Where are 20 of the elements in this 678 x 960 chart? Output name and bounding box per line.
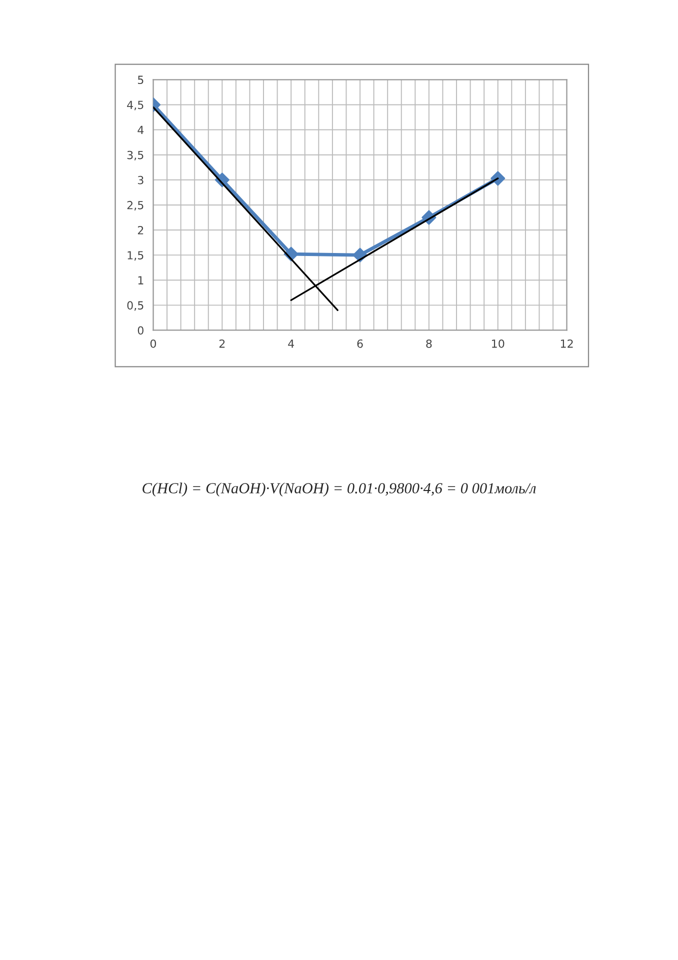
y-tick-label: 4 xyxy=(138,126,144,134)
x-tick-label: 0 xyxy=(150,339,156,348)
x-tick-label: 2 xyxy=(219,339,225,348)
x-tick-label: 8 xyxy=(426,339,432,348)
x-tick-label: 12 xyxy=(560,339,573,348)
text: C(HCl) = C(NaOH)·V(NaOH) = 0.01·0,9800·4,6 = 0 001моль/л xyxy=(142,482,536,497)
y-tick-label: 5 xyxy=(138,76,144,84)
x-tick-label: 10 xyxy=(492,339,504,348)
point xyxy=(490,171,506,186)
y-tick-label: 0,5 xyxy=(127,301,144,311)
y-tick-label: 2,5 xyxy=(127,200,144,210)
y-tick-label: 0 xyxy=(138,326,144,335)
x-tick-label: 4 xyxy=(288,340,294,348)
y-tick-label: 3 xyxy=(138,176,144,184)
y-tick-label: 4,5 xyxy=(127,100,144,110)
y-tick-label: 1,5 xyxy=(128,251,144,261)
y-tick-label: 1 xyxy=(138,276,144,284)
y-tick-label: 2 xyxy=(138,226,144,234)
x-tick-label: 6 xyxy=(357,339,363,348)
y-tick-label: 3,5 xyxy=(127,150,144,160)
